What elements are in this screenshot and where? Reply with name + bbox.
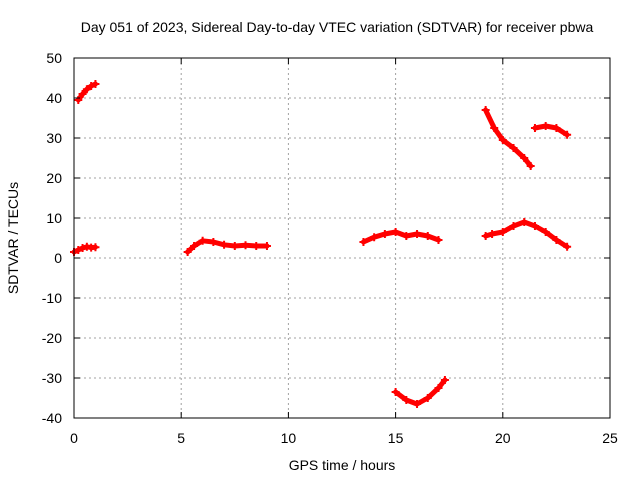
data-point: [78, 244, 87, 252]
data-point: [563, 242, 572, 251]
x-tick-label: 0: [70, 430, 78, 446]
data-point: [209, 238, 218, 246]
x-tick-label: 10: [281, 430, 297, 446]
data-point: [481, 106, 490, 114]
data-point: [434, 384, 443, 392]
y-tick-label: 50: [46, 50, 62, 66]
series-line: [483, 107, 534, 169]
data-point: [481, 232, 490, 240]
data-point: [563, 130, 572, 139]
data-point: [91, 243, 100, 252]
series-line: [532, 123, 570, 138]
data-point: [520, 154, 529, 162]
x-axis-label: GPS time / hours: [289, 457, 396, 473]
data-point: [434, 236, 443, 244]
series-arc-7: [481, 106, 535, 170]
data-point: [520, 218, 529, 226]
x-tick-label: 20: [495, 430, 511, 446]
data-point: [91, 80, 100, 88]
data-point: [78, 90, 87, 98]
series-arc-5: [391, 376, 449, 408]
data-point: [509, 222, 518, 230]
data-point: [241, 241, 250, 250]
data-point: [423, 232, 432, 240]
data-point: [530, 124, 539, 132]
data-point: [402, 232, 411, 240]
data-point: [488, 230, 497, 238]
y-tick-label: 40: [46, 90, 62, 106]
data-point: [541, 122, 550, 130]
data-point: [526, 162, 535, 170]
x-tick-label: 5: [177, 430, 185, 446]
y-tick-label: -40: [42, 410, 62, 426]
data-point: [198, 236, 207, 245]
y-axis-label: SDTVAR / TECUs: [5, 182, 21, 294]
y-tick-label: 30: [46, 130, 62, 146]
series-arc-6: [481, 218, 572, 251]
x-tick-label: 25: [602, 430, 618, 446]
data-point: [220, 240, 229, 249]
data-point: [440, 376, 449, 384]
data-point: [498, 228, 507, 236]
axis-ticks: 0 5 10 15 20 25 -40 -30 -20 -10 0 10 20 30 40 50: [42, 50, 618, 446]
data-point: [423, 394, 432, 402]
data-point: [490, 124, 499, 132]
series-arc-8: [530, 122, 572, 139]
y-tick-label: -10: [42, 290, 62, 306]
data-point: [380, 230, 389, 238]
data-point: [230, 242, 239, 250]
data-point: [498, 136, 507, 144]
series-arc-4: [359, 228, 443, 246]
data-point: [530, 222, 539, 230]
data-point: [262, 242, 271, 250]
data-point: [413, 230, 422, 238]
y-tick-label: -20: [42, 330, 62, 346]
data-point: [391, 388, 400, 396]
data-point: [541, 228, 550, 236]
data-point: [413, 400, 422, 408]
data-point: [74, 246, 83, 254]
y-tick-label: 0: [54, 250, 62, 266]
data-point: [74, 96, 83, 104]
data-point: [391, 228, 400, 236]
data-point: [359, 238, 368, 246]
data-point: [552, 124, 561, 132]
data-point: [183, 248, 192, 256]
x-tick-label: 15: [388, 430, 404, 446]
data-point: [552, 236, 561, 244]
series-arc-3: [183, 236, 271, 256]
y-tick-label: -30: [42, 370, 62, 386]
grid: [74, 58, 610, 418]
data-marks: [70, 80, 572, 408]
data-point: [87, 82, 96, 90]
series-line: [483, 219, 570, 250]
y-tick-label: 10: [46, 210, 62, 226]
chart-title: Day 051 of 2023, Sidereal Day-to-day VTE…: [81, 19, 594, 35]
data-point: [509, 144, 518, 152]
plot-frame: [73, 57, 611, 419]
data-point: [370, 233, 379, 242]
data-point: [190, 242, 199, 250]
series-arc-1: [74, 80, 100, 104]
series-line: [393, 377, 448, 407]
y-tick-label: 20: [46, 170, 62, 186]
data-point: [402, 396, 411, 404]
data-point: [252, 242, 261, 250]
series-arc-2: [70, 242, 100, 256]
data-point: [82, 85, 91, 94]
